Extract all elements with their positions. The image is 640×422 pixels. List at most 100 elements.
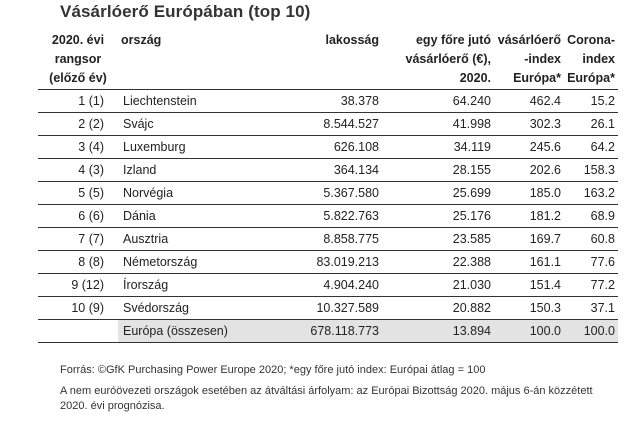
- per-capita-cell: 23.585: [382, 227, 494, 251]
- source-footnote: Forrás: ©GfK Purchasing Power Europe 202…: [60, 364, 486, 376]
- pp-index-cell: 302.3: [494, 112, 564, 136]
- pp-index-cell: 181.2: [494, 204, 564, 228]
- header-pp-index-line: vásárlóerő: [497, 33, 561, 47]
- total-row: Európa (összesen) 678.118.773 13.894 100…: [38, 319, 618, 343]
- corona-index-cell: 77.2: [564, 273, 618, 297]
- rank-cell: 2 (2): [38, 112, 118, 136]
- pp-index-cell: 100.0: [494, 319, 564, 343]
- country-cell: Izland: [118, 158, 240, 182]
- header-rank-line: 2020. évi: [51, 33, 105, 47]
- header-corona-index-line: index: [582, 52, 615, 66]
- population-cell: 8.544.527: [240, 112, 382, 136]
- header-pp-index-line: Európa*: [513, 71, 561, 85]
- header-per-capita-line: vásárlóerő (€),: [405, 52, 491, 66]
- header-country: ország: [118, 30, 240, 90]
- table-row: 6 (6) Dánia 5.822.763 25.176 181.2 68.9: [38, 204, 618, 228]
- corona-index-cell: 77.6: [564, 250, 618, 274]
- population-cell: 4.904.240: [240, 273, 382, 297]
- rank-cell: 3 (4): [38, 135, 118, 159]
- table-row: 5 (5) Norvégia 5.367.580 25.699 185.0 16…: [38, 181, 618, 205]
- population-cell: 83.019.213: [240, 250, 382, 274]
- pp-index-cell: 202.6: [494, 158, 564, 182]
- per-capita-cell: 64.240: [382, 89, 494, 113]
- population-cell: 10.327.589: [240, 296, 382, 320]
- population-cell: 5.367.580: [240, 181, 382, 205]
- table-row: 2 (2) Svájc 8.544.527 41.998 302.3 26.1: [38, 112, 618, 136]
- header-rank-line: rangsor: [54, 52, 102, 66]
- header-pp-index-line: -index: [524, 52, 561, 66]
- corona-index-cell: 37.1: [564, 296, 618, 320]
- header-corona-index: Corona- index Európa*: [564, 30, 618, 90]
- population-cell: 626.108: [240, 135, 382, 159]
- country-cell: Írország: [118, 273, 240, 297]
- table-title: Vásárlóerő Európában (top 10): [60, 2, 311, 21]
- per-capita-cell: 13.894: [382, 319, 494, 343]
- header-country-line: ország: [121, 33, 162, 47]
- table-row: 4 (3) Izland 364.134 28.155 202.6 158.3: [38, 158, 618, 182]
- header-rank: 2020. évi rangsor (előző év): [38, 30, 118, 90]
- rank-cell: 8 (8): [38, 250, 118, 274]
- pp-index-cell: 462.4: [494, 89, 564, 113]
- corona-index-cell: 26.1: [564, 112, 618, 136]
- corona-index-cell: 15.2: [564, 89, 618, 113]
- country-cell: Németország: [118, 250, 240, 274]
- rank-cell: 4 (3): [38, 158, 118, 182]
- population-cell: 5.822.763: [240, 204, 382, 228]
- rank-cell: 5 (5): [38, 181, 118, 205]
- rank-cell: 1 (1): [38, 89, 118, 113]
- header-per-capita-line: egy főre jutó: [415, 33, 491, 47]
- corona-index-cell: 100.0: [564, 319, 618, 343]
- header-population: lakosság: [240, 30, 382, 90]
- rank-cell: 6 (6): [38, 204, 118, 228]
- country-cell: Ausztria: [118, 227, 240, 251]
- corona-index-cell: 158.3: [564, 158, 618, 182]
- header-corona-index-line: Európa*: [567, 71, 615, 85]
- per-capita-cell: 22.388: [382, 250, 494, 274]
- rank-cell: 9 (12): [38, 273, 118, 297]
- purchasing-power-table: 2020. évi rangsor (előző év) ország lako…: [38, 30, 618, 343]
- header-per-capita-line: 2020.: [459, 71, 491, 85]
- population-cell: 8.858.775: [240, 227, 382, 251]
- table-row: 1 (1) Liechtenstein 38.378 64.240 462.4 …: [38, 89, 618, 113]
- pp-index-cell: 151.4: [494, 273, 564, 297]
- rank-cell: 7 (7): [38, 227, 118, 251]
- header-population-line: lakosság: [325, 33, 379, 47]
- header-rank-line: (előző év): [49, 71, 107, 85]
- country-cell: Norvégia: [118, 181, 240, 205]
- per-capita-cell: 34.119: [382, 135, 494, 159]
- corona-index-cell: 60.8: [564, 227, 618, 251]
- table-row: 10 (9) Svédország 10.327.589 20.882 150.…: [38, 296, 618, 320]
- country-cell: Svájc: [118, 112, 240, 136]
- corona-index-cell: 163.2: [564, 181, 618, 205]
- country-cell: Dánia: [118, 204, 240, 228]
- corona-index-cell: 64.2: [564, 135, 618, 159]
- per-capita-cell: 21.030: [382, 273, 494, 297]
- exchange-rate-footnote: A nem euróövezeti országok esetében az á…: [60, 385, 593, 412]
- table-row: 3 (4) Luxemburg 626.108 34.119 245.6 64.…: [38, 135, 618, 159]
- pp-index-cell: 169.7: [494, 227, 564, 251]
- pp-index-cell: 150.3: [494, 296, 564, 320]
- country-cell: Európa (összesen): [118, 319, 240, 343]
- rank-cell: [38, 319, 118, 343]
- per-capita-cell: 25.176: [382, 204, 494, 228]
- population-cell: 364.134: [240, 158, 382, 182]
- header-per-capita: egy főre jutó vásárlóerő (€), 2020.: [382, 30, 494, 90]
- rank-cell: 10 (9): [38, 296, 118, 320]
- table-row: 7 (7) Ausztria 8.858.775 23.585 169.7 60…: [38, 227, 618, 251]
- country-cell: Svédország: [118, 296, 240, 320]
- per-capita-cell: 25.699: [382, 181, 494, 205]
- per-capita-cell: 20.882: [382, 296, 494, 320]
- per-capita-cell: 41.998: [382, 112, 494, 136]
- country-cell: Luxemburg: [118, 135, 240, 159]
- pp-index-cell: 185.0: [494, 181, 564, 205]
- corona-index-cell: 68.9: [564, 204, 618, 228]
- country-cell: Liechtenstein: [118, 89, 240, 113]
- table-row: 8 (8) Németország 83.019.213 22.388 161.…: [38, 250, 618, 274]
- header-row: 2020. évi rangsor (előző év) ország lako…: [38, 30, 618, 90]
- header-pp-index: vásárlóerő -index Európa*: [494, 30, 564, 90]
- pp-index-cell: 245.6: [494, 135, 564, 159]
- header-corona-index-line: Corona-: [567, 33, 615, 47]
- pp-index-cell: 161.1: [494, 250, 564, 274]
- per-capita-cell: 28.155: [382, 158, 494, 182]
